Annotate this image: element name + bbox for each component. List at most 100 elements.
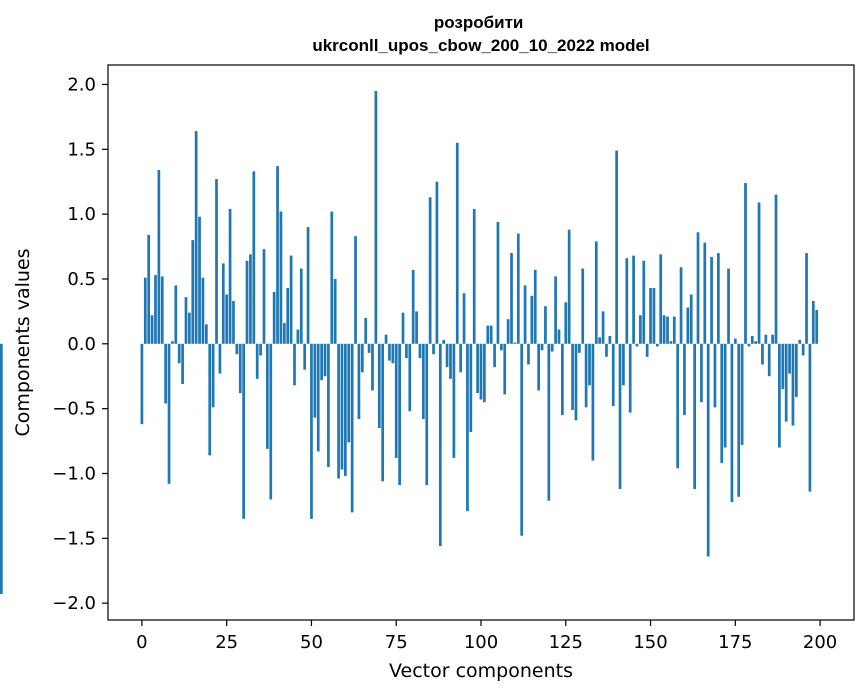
bar-118 — [540, 343, 544, 351]
bar-64 — [357, 343, 361, 420]
bar-70 — [377, 343, 381, 429]
bar-135 — [598, 337, 602, 344]
x-tick-label: 100 — [464, 632, 498, 653]
bar-171 — [720, 343, 724, 464]
bar-86 — [432, 343, 435, 355]
bar-38 — [269, 343, 273, 500]
bar-124 — [561, 343, 564, 416]
x-axis-ticks: 0 25 50 75 100 125 150 175 200 — [136, 620, 837, 653]
bar-61 — [347, 343, 351, 443]
bar-143 — [625, 258, 629, 344]
bar-188 — [778, 343, 781, 448]
bar-85 — [428, 197, 432, 344]
bar-148 — [642, 260, 646, 344]
bar-123 — [557, 329, 561, 344]
bar-190 — [784, 343, 788, 422]
bar-72 — [384, 334, 388, 344]
bar-104 — [493, 343, 496, 368]
bar-93 — [455, 142, 459, 344]
bar-75 — [394, 343, 398, 458]
bar-130 — [581, 268, 585, 344]
bar-196 — [805, 253, 808, 344]
bar-39 — [272, 291, 276, 344]
bar-184 — [764, 334, 768, 344]
bar-149 — [645, 343, 649, 357]
bar-73 — [388, 343, 391, 361]
bar-151 — [652, 288, 656, 344]
bar-59 — [340, 343, 344, 470]
bars — [0, 90, 819, 595]
x-tick-label: 200 — [803, 632, 837, 653]
bar-121 — [550, 343, 554, 352]
bar-51 — [313, 343, 317, 418]
bar-98 — [472, 208, 476, 344]
bar-92 — [452, 343, 456, 458]
bar-113 — [523, 285, 527, 344]
bar-16 — [194, 131, 198, 344]
bar-178 — [744, 183, 747, 344]
bar-117 — [537, 343, 541, 391]
bar-55 — [327, 343, 330, 467]
bar-3 — [150, 315, 154, 344]
bar-199 — [815, 310, 819, 344]
bar-155 — [666, 316, 669, 344]
bar-192 — [791, 343, 795, 426]
bar-136 — [601, 311, 605, 344]
bar-0 — [140, 343, 144, 425]
bar-68 — [371, 343, 374, 391]
bar-156 — [669, 341, 673, 344]
bar-89 — [442, 339, 446, 344]
bar-115 — [530, 295, 534, 344]
bar-60 — [344, 343, 347, 477]
bar-22 — [215, 179, 218, 344]
bar-138 — [608, 336, 612, 344]
bar-168 — [710, 256, 713, 344]
bar-131 — [584, 343, 588, 408]
chart-title-line-2: ukrconll_upos_cbow_200_10_2022 model — [312, 36, 649, 55]
bar-37 — [266, 343, 269, 449]
bar-12 — [181, 343, 184, 384]
bar-116 — [533, 269, 537, 344]
bar-28 — [235, 343, 239, 355]
bar-102 — [486, 325, 490, 344]
bar-66 — [364, 317, 368, 344]
bar-77 — [401, 312, 405, 344]
bar-112 — [520, 343, 524, 536]
bar-169 — [713, 343, 717, 408]
y-tick-label: 2.0 — [67, 74, 96, 95]
bar-74 — [391, 343, 395, 364]
bar-108 — [506, 319, 510, 344]
bar-48 — [303, 343, 307, 370]
bar-180 — [750, 336, 754, 344]
bar-84 — [425, 343, 429, 486]
bar-179 — [747, 343, 751, 347]
bar-122 — [554, 276, 557, 344]
bar-166 — [703, 242, 707, 344]
bar-24 — [221, 263, 225, 344]
bar-134 — [594, 241, 598, 344]
bar-42 — [282, 323, 286, 344]
bar-90 — [445, 343, 449, 368]
bar-195 — [801, 343, 805, 356]
bar-30 — [242, 343, 245, 519]
bar-21 — [211, 343, 215, 408]
bar-76 — [398, 343, 401, 486]
bar-29 — [238, 343, 242, 394]
bar-87 — [435, 181, 439, 344]
bar-43 — [286, 288, 290, 344]
bar-163 — [693, 343, 696, 490]
bar-40 — [276, 166, 279, 344]
bar-164 — [696, 232, 700, 344]
x-tick-label: 125 — [549, 632, 583, 653]
bar-13 — [184, 297, 188, 344]
y-tick-label: 1.0 — [67, 204, 96, 225]
bar-41 — [279, 211, 283, 344]
bar-150 — [649, 288, 652, 344]
bar-175 — [733, 338, 737, 344]
bar-54 — [323, 343, 327, 377]
bar-46 — [296, 329, 300, 344]
bar-106 — [499, 343, 503, 351]
chart-title-line-1: розробити — [434, 13, 524, 32]
x-tick-label: 50 — [300, 632, 323, 653]
bar-91 — [449, 343, 452, 379]
